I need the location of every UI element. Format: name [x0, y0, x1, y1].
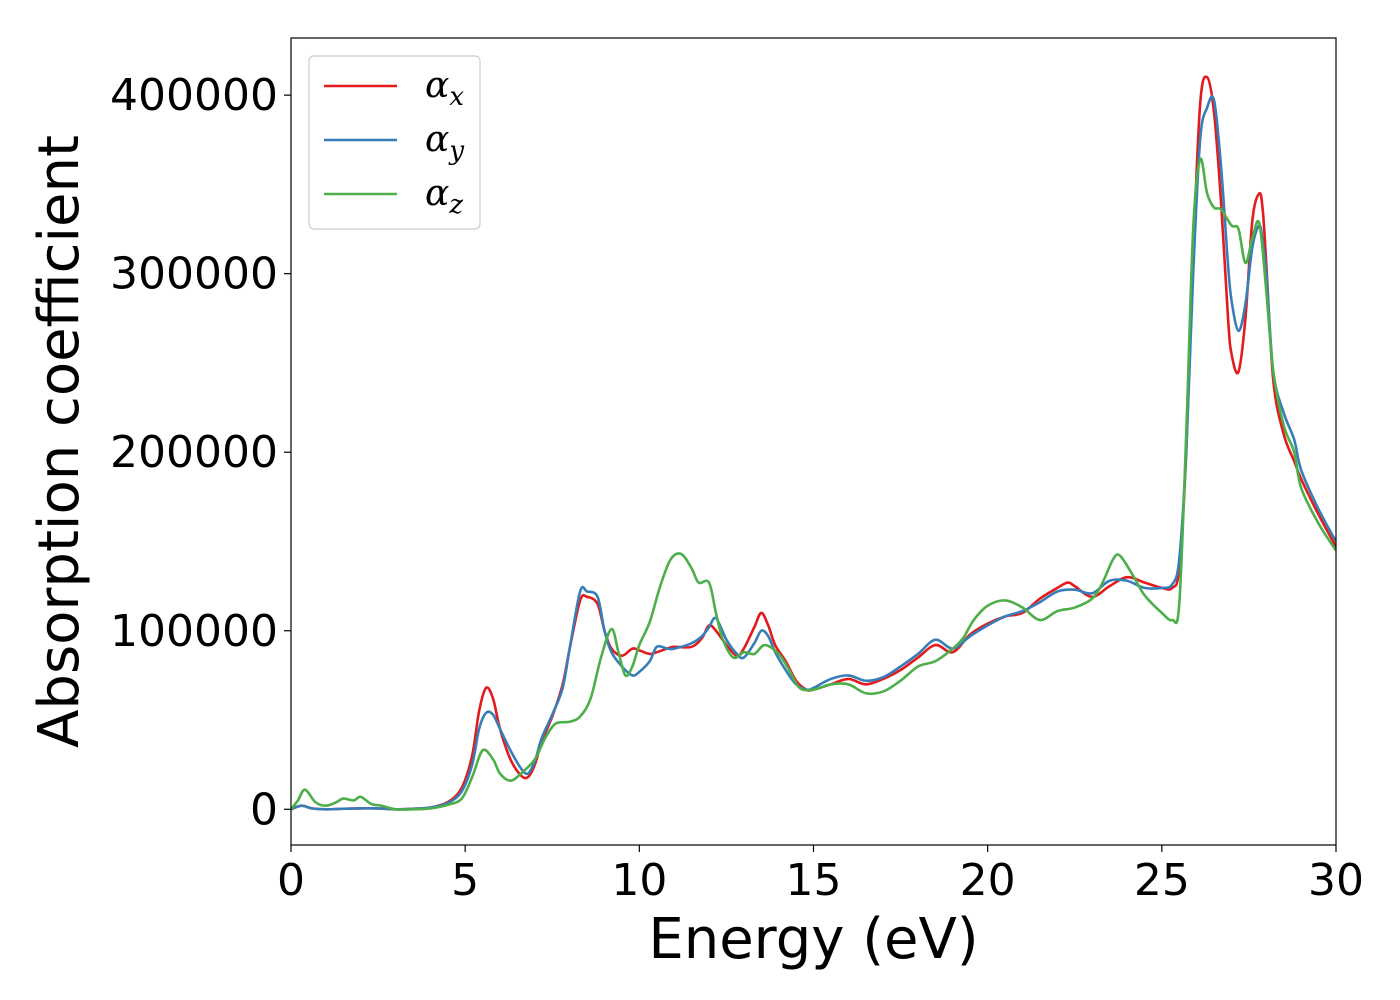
legend-label-y: αy	[425, 119, 464, 166]
x-axis-ticks: 0 5 10 15 20 25 30	[277, 845, 1364, 906]
x-tick-label: 5	[451, 855, 479, 906]
legend-box	[308, 55, 481, 230]
x-axis-title: Energy (eV)	[648, 907, 978, 972]
legend-label-z: αz	[425, 173, 463, 220]
series-line-z	[291, 157, 1336, 811]
x-tick-label: 20	[960, 855, 1016, 906]
y-axis-title: Absorption coefficient	[27, 135, 92, 748]
y-tick-label: 200000	[110, 427, 278, 478]
y-tick-label: 0	[250, 784, 278, 835]
x-tick-label: 10	[611, 855, 667, 906]
legend-label-x: αx	[425, 65, 464, 112]
x-tick-label: 0	[277, 855, 305, 906]
legend: αx αy αz	[308, 55, 481, 230]
y-tick-label: 100000	[110, 606, 278, 657]
x-tick-label: 15	[786, 855, 842, 906]
series-line-y	[291, 95, 1336, 811]
x-tick-label: 30	[1308, 855, 1364, 906]
y-tick-label: 400000	[110, 70, 278, 121]
x-tick-label: 25	[1134, 855, 1190, 906]
y-tick-label: 300000	[110, 249, 278, 300]
y-axis-ticks: 0 100000 200000 300000 400000	[110, 70, 291, 835]
series-layer	[291, 75, 1336, 811]
